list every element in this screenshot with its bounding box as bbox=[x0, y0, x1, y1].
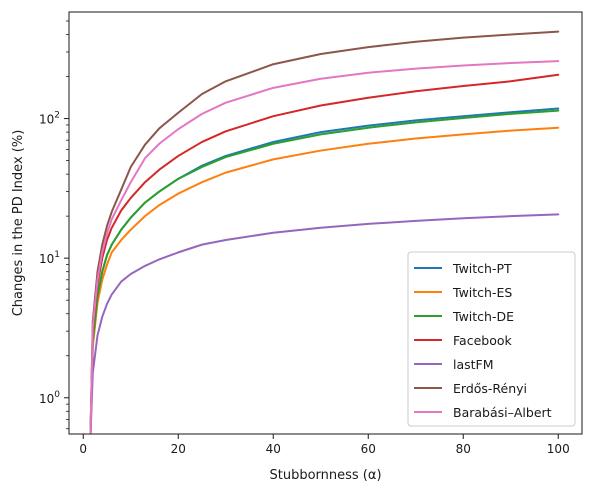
x-axis: 0 20 40 60 80 100 bbox=[79, 434, 570, 456]
legend-entry-6: Barabási–Albert bbox=[453, 405, 552, 420]
y-axis-label: Changes in the PD Index (%) bbox=[11, 130, 26, 317]
x-tick-label: 100 bbox=[547, 442, 570, 456]
x-tick-label: 20 bbox=[171, 442, 186, 456]
legend-entry-2: Twitch-DE bbox=[452, 309, 514, 324]
y-tick-label: 101 bbox=[39, 250, 60, 266]
x-axis-label: Stubbornness (α) bbox=[269, 468, 381, 483]
legend-entry-0: Twitch-PT bbox=[452, 261, 512, 276]
legend: Twitch-PT Twitch-ES Twitch-DE Facebook lastF… bbox=[407, 251, 576, 427]
legend-entry-1: Twitch-ES bbox=[452, 285, 512, 300]
series-line-5 bbox=[89, 30, 560, 434]
series-line-6 bbox=[89, 60, 560, 434]
legend-entry-3: Facebook bbox=[453, 333, 512, 348]
x-tick-label: 80 bbox=[456, 442, 471, 456]
x-tick-label: 0 bbox=[79, 442, 87, 456]
series-line-1 bbox=[89, 126, 560, 434]
series-line-3 bbox=[89, 73, 560, 434]
legend-entry-5: Erdős-Rényi bbox=[453, 381, 527, 396]
y-tick-label: 100 bbox=[39, 390, 60, 406]
series-layer bbox=[89, 30, 560, 434]
plot-frame bbox=[68, 11, 583, 435]
y-axis: 100 101 102 bbox=[39, 20, 69, 430]
y-tick-label: 102 bbox=[39, 111, 60, 127]
series-line-4 bbox=[89, 213, 560, 434]
x-tick-label: 60 bbox=[361, 442, 376, 456]
legend-box bbox=[407, 251, 576, 427]
series-line-2 bbox=[89, 109, 560, 434]
legend-entry-4: lastFM bbox=[453, 357, 494, 372]
x-tick-label: 40 bbox=[266, 442, 281, 456]
